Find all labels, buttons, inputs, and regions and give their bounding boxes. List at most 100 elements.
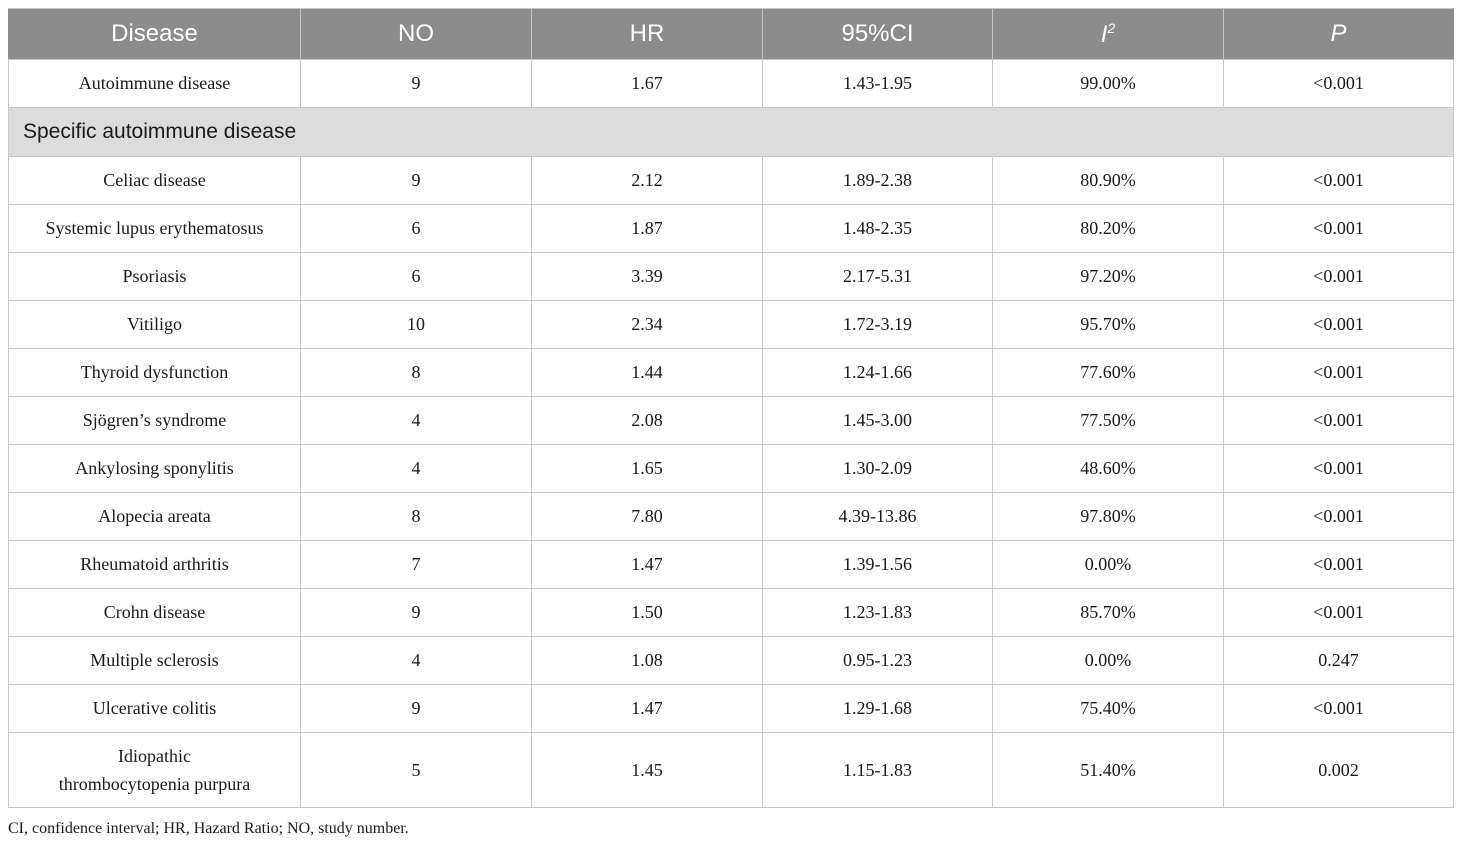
header-i2-superscript: 2 (1107, 19, 1116, 36)
cell-no: 4 (300, 396, 532, 445)
cell-disease: Ulcerative colitis (8, 684, 301, 733)
table-row: Ankylosing sponylitis 4 1.65 1.30-2.09 48.60… (8, 444, 1454, 493)
cell-ci: 1.45-3.00 (762, 396, 993, 445)
cell-disease: Crohn disease (8, 588, 301, 637)
cell-no: 6 (300, 252, 532, 301)
table-footnote: CI, confidence interval; HR, Hazard Rati… (8, 820, 409, 837)
cell-hr: 2.08 (531, 396, 763, 445)
cell-hr: 1.08 (531, 636, 763, 685)
cell-ci: 1.24-1.66 (762, 348, 993, 397)
cell-i2: 77.60% (992, 348, 1224, 397)
cell-hr: 3.39 (531, 252, 763, 301)
cell-p: <0.001 (1223, 396, 1454, 445)
cell-i2: 75.40% (992, 684, 1224, 733)
cell-ci: 1.48-2.35 (762, 204, 993, 253)
cell-p: <0.001 (1223, 492, 1454, 541)
results-table: Disease NO HR 95%CI I2 P Autoimmune dise… (8, 8, 1454, 808)
cell-no: 6 (300, 204, 532, 253)
cell-disease: Sjögren’s syndrome (8, 396, 301, 445)
cell-ci: 1.89-2.38 (762, 156, 993, 205)
cell-p: 0.002 (1223, 732, 1454, 808)
overall-row: Autoimmune disease 9 1.67 1.43-1.95 99.0… (8, 59, 1454, 108)
cell-disease: Psoriasis (8, 252, 301, 301)
table-header-row: Disease NO HR 95%CI I2 P (8, 8, 1454, 60)
cell-i2: 0.00% (992, 540, 1224, 589)
cell-hr: 1.67 (531, 59, 763, 108)
cell-i2: 77.50% (992, 396, 1224, 445)
section-label: Specific autoimmune disease (8, 107, 1454, 157)
cell-i2: 80.90% (992, 156, 1224, 205)
cell-hr: 1.65 (531, 444, 763, 493)
table-row: Rheumatoid arthritis 7 1.47 1.39-1.56 0.00% <… (8, 540, 1454, 589)
cell-hr: 2.34 (531, 300, 763, 349)
cell-disease-line1: Idiopathic (118, 746, 191, 766)
cell-hr: 1.47 (531, 684, 763, 733)
cell-i2: 99.00% (992, 59, 1224, 108)
table-row: Celiac disease 9 2.12 1.89-2.38 80.90% <0.001 (8, 156, 1454, 205)
cell-p: <0.001 (1223, 59, 1454, 108)
cell-disease: Ankylosing sponylitis (8, 444, 301, 493)
cell-i2: 85.70% (992, 588, 1224, 637)
table-row: Thyroid dysfunction 8 1.44 1.24-1.66 77.60% <… (8, 348, 1454, 397)
cell-no: 9 (300, 156, 532, 205)
cell-disease: Multiple sclerosis (8, 636, 301, 685)
cell-no: 9 (300, 59, 532, 108)
cell-disease: Alopecia areata (8, 492, 301, 541)
cell-p: <0.001 (1223, 348, 1454, 397)
cell-i2: 80.20% (992, 204, 1224, 253)
table-row: Crohn disease 9 1.50 1.23-1.83 85.70% <0.001 (8, 588, 1454, 637)
cell-hr: 1.45 (531, 732, 763, 808)
cell-hr: 1.50 (531, 588, 763, 637)
cell-no: 8 (300, 348, 532, 397)
table-row: Psoriasis 6 3.39 2.17-5.31 97.20% <0.001 (8, 252, 1454, 301)
header-hr: HR (531, 8, 763, 60)
cell-ci: 0.95-1.23 (762, 636, 993, 685)
cell-no: 4 (300, 444, 532, 493)
cell-p: <0.001 (1223, 588, 1454, 637)
cell-p: <0.001 (1223, 540, 1454, 589)
cell-no: 8 (300, 492, 532, 541)
cell-disease-line2: thrombocytopenia purpura (58, 774, 251, 794)
cell-ci: 1.29-1.68 (762, 684, 993, 733)
table-row: Ulcerative colitis 9 1.47 1.29-1.68 75.40% <0… (8, 684, 1454, 733)
table-row: Idiopathic thrombocytopenia purpura 5 1.… (8, 732, 1454, 808)
header-p: P (1223, 8, 1454, 60)
cell-ci: 1.30-2.09 (762, 444, 993, 493)
cell-no: 5 (300, 732, 532, 808)
header-ci: 95%CI (762, 8, 993, 60)
cell-p: 0.247 (1223, 636, 1454, 685)
table-row: Systemic lupus erythematosus 6 1.87 1.48-2.… (8, 204, 1454, 253)
cell-hr: 1.44 (531, 348, 763, 397)
cell-ci: 1.15-1.83 (762, 732, 993, 808)
cell-p: <0.001 (1223, 156, 1454, 205)
header-i2: I2 (992, 8, 1224, 60)
cell-no: 9 (300, 684, 532, 733)
cell-no: 4 (300, 636, 532, 685)
cell-disease: Rheumatoid arthritis (8, 540, 301, 589)
cell-i2: 95.70% (992, 300, 1224, 349)
table-row: Sjögren’s syndrome 4 2.08 1.45-3.00 77.50% <0… (8, 396, 1454, 445)
cell-disease: Autoimmune disease (8, 59, 301, 108)
cell-hr: 2.12 (531, 156, 763, 205)
cell-ci: 1.39-1.56 (762, 540, 993, 589)
header-i2-base: I (1100, 20, 1108, 48)
cell-ci: 2.17-5.31 (762, 252, 993, 301)
cell-disease: Thyroid dysfunction (8, 348, 301, 397)
cell-p: <0.001 (1223, 252, 1454, 301)
cell-p: <0.001 (1223, 444, 1454, 493)
cell-disease: Systemic lupus erythematosus (8, 204, 301, 253)
cell-p: <0.001 (1223, 204, 1454, 253)
cell-p: <0.001 (1223, 300, 1454, 349)
cell-no: 10 (300, 300, 532, 349)
header-disease: Disease (8, 8, 301, 60)
cell-i2: 0.00% (992, 636, 1224, 685)
cell-i2: 97.20% (992, 252, 1224, 301)
table-row: Alopecia areata 8 7.80 4.39-13.86 97.80% <0.0… (8, 492, 1454, 541)
cell-i2: 97.80% (992, 492, 1224, 541)
cell-disease: Vitiligo (8, 300, 301, 349)
cell-p: <0.001 (1223, 684, 1454, 733)
results-table-container: Disease NO HR 95%CI I2 P Autoimmune dise… (8, 8, 1454, 808)
cell-disease: Celiac disease (8, 156, 301, 205)
cell-disease: Idiopathic thrombocytopenia purpura (8, 732, 301, 808)
table-row: Multiple sclerosis 4 1.08 0.95-1.23 0.00% 0.2… (8, 636, 1454, 685)
